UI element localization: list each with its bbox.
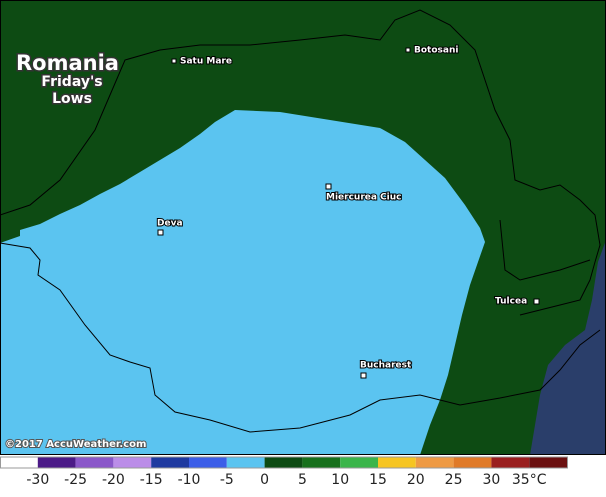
legend-label: -20 (102, 472, 125, 488)
copyright: ©2017 AccuWeather.com (5, 439, 146, 450)
legend-label: 5 (298, 472, 307, 488)
map-subtitle: Friday's (41, 74, 102, 90)
map-title: Romania (16, 51, 119, 75)
city-label: Bucharest (360, 361, 412, 371)
legend-label: -30 (26, 472, 49, 488)
city-marker (360, 372, 367, 379)
legend-label: 20 (407, 472, 425, 488)
legend-swatch (340, 457, 378, 468)
legend-label: 25 (445, 472, 463, 488)
legend-swatch (378, 457, 416, 468)
city-marker (533, 298, 540, 305)
legend-label: 30 (482, 472, 500, 488)
map-subtitle: Lows (52, 91, 92, 107)
city-marker (325, 183, 332, 190)
city-label: Satu Mare (180, 57, 232, 67)
city-label: Miercurea Ciuc (326, 193, 402, 203)
legend-swatch (0, 457, 38, 468)
legend-swatch (113, 457, 152, 468)
city-label: Deva (157, 219, 183, 229)
black-sea (530, 240, 606, 455)
legend-label: 10 (331, 472, 349, 488)
legend-label: 35°C (512, 472, 547, 488)
legend-swatch (529, 457, 567, 468)
country-border (0, 242, 601, 433)
legend: -30 -25 -20 -15 -10 -5 0 5 10 15 20 25 30 35°C (0, 456, 568, 488)
legend-swatch (415, 457, 454, 468)
legend-swatch (302, 457, 341, 468)
legend-label: -5 (220, 472, 234, 488)
country-border (0, 9, 601, 316)
legend-label: 0 (260, 472, 269, 488)
city-label: Botosani (414, 46, 458, 56)
legend-label: -25 (64, 472, 87, 488)
legend-swatch (453, 457, 492, 468)
city-marker (171, 58, 177, 64)
city-label: Tulcea (495, 297, 527, 307)
legend-swatch (151, 457, 189, 468)
legend-swatch (75, 457, 114, 468)
legend-frame (0, 456, 568, 469)
legend-swatch (264, 457, 303, 468)
legend-label: 15 (369, 472, 387, 488)
legend-label: -10 (178, 472, 201, 488)
city-marker (157, 229, 164, 236)
legend-swatch (226, 457, 265, 468)
river (499, 219, 591, 281)
temperature-zone (0, 110, 485, 455)
city-marker (405, 47, 411, 53)
legend-swatch (37, 457, 76, 468)
legend-swatch (491, 457, 530, 468)
legend-label: -15 (140, 472, 163, 488)
legend-swatch (189, 457, 227, 468)
